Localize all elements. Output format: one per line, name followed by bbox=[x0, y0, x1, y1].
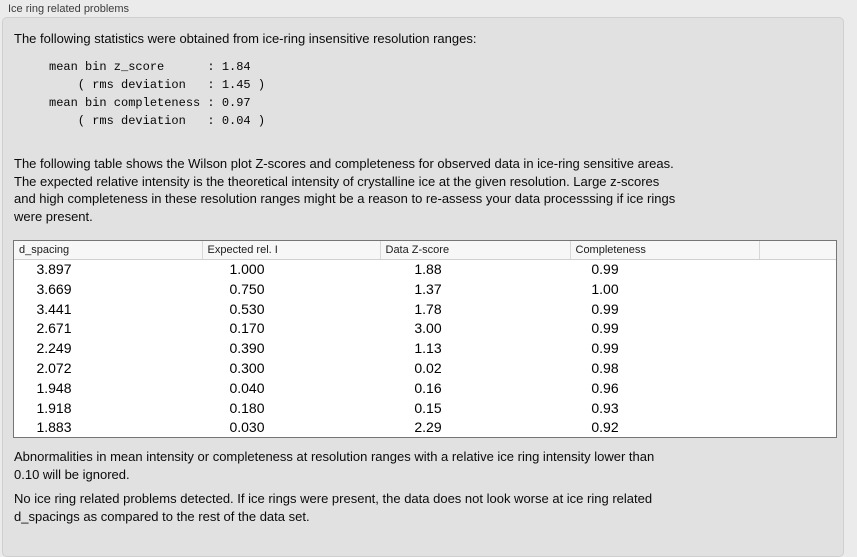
table-cell: 0.040 bbox=[229, 379, 265, 396]
conclusion-text: No ice ring related problems detected. I… bbox=[14, 491, 653, 524]
table-cell: 1.883 bbox=[36, 419, 72, 436]
table-row[interactable]: 3.441 0.530 1.78 0.99 bbox=[14, 300, 836, 320]
table-cell-filler bbox=[759, 300, 836, 320]
table-cell: 0.030 bbox=[229, 419, 265, 436]
table-cell: 1.918 bbox=[36, 399, 72, 416]
table-cell: 3.00 bbox=[414, 320, 442, 337]
ice-ring-groupbox: The following statistics were obtained f… bbox=[2, 17, 844, 557]
table-cell: 2.249 bbox=[36, 340, 72, 357]
table-cell-filler bbox=[759, 359, 836, 379]
table-cell: 0.99 bbox=[591, 261, 619, 277]
table-cell: 1.000 bbox=[229, 261, 265, 277]
table-cell: 0.93 bbox=[591, 399, 619, 416]
ice-ring-table[interactable]: d_spacing Expected rel. I Data Z-score Comp… bbox=[13, 240, 837, 438]
column-header-expected-rel-i[interactable]: Expected rel. I bbox=[201, 241, 380, 260]
table-cell: 0.15 bbox=[414, 399, 442, 416]
table-cell-filler bbox=[759, 379, 836, 399]
table-cell: 0.16 bbox=[414, 379, 442, 396]
table-cell: 0.99 bbox=[591, 300, 619, 317]
ice-ring-panel: { "panel": { "title": "Ice ring related … bbox=[2, 3, 844, 557]
table-cell: 0.750 bbox=[229, 280, 265, 297]
table-description: The following table shows the Wilson plo… bbox=[14, 156, 676, 224]
table-cell: 0.180 bbox=[229, 399, 265, 416]
table-cell: 0.170 bbox=[229, 320, 265, 337]
table-cell: 0.390 bbox=[229, 340, 265, 357]
stats-block: mean bin z_score : 1.84 ( rms deviation … bbox=[49, 60, 266, 128]
table-row[interactable]: 1.918 0.180 0.15 0.93 bbox=[14, 399, 836, 419]
table-cell: 2.29 bbox=[414, 419, 442, 436]
intro-text: The following statistics were obtained f… bbox=[14, 31, 477, 46]
table-row[interactable]: 1.883 0.030 2.29 0.92 bbox=[14, 418, 836, 437]
table-cell: 1.88 bbox=[414, 261, 442, 277]
table-cell-filler bbox=[759, 418, 836, 437]
table-cell: 0.300 bbox=[229, 359, 265, 376]
table-cell: 2.671 bbox=[36, 320, 72, 337]
table-cell: 0.98 bbox=[591, 359, 619, 376]
table-cell: 0.99 bbox=[591, 320, 619, 337]
table-cell: 0.99 bbox=[591, 340, 619, 357]
table-cell: 1.37 bbox=[414, 280, 442, 297]
table-cell: 1.78 bbox=[414, 300, 442, 317]
column-header-data-z-score[interactable]: Data Z-score bbox=[379, 241, 570, 260]
column-header-filler bbox=[758, 241, 836, 260]
table-cell: 3.897 bbox=[36, 261, 72, 277]
column-header-d-spacing[interactable]: d_spacing bbox=[14, 241, 202, 260]
column-header-completeness[interactable]: Completeness bbox=[569, 241, 759, 260]
table-cell: 1.00 bbox=[591, 280, 619, 297]
table-row[interactable]: 2.072 0.300 0.02 0.98 bbox=[14, 359, 836, 379]
panel-title: Ice ring related problems bbox=[8, 3, 130, 15]
table-row[interactable]: 2.249 0.390 1.13 0.99 bbox=[14, 339, 836, 359]
table-row[interactable]: 1.948 0.040 0.16 0.96 bbox=[14, 379, 836, 399]
table-cell-filler bbox=[759, 260, 836, 280]
table-row[interactable]: 2.671 0.170 3.00 0.99 bbox=[14, 319, 836, 339]
table-cell: 1.13 bbox=[414, 340, 442, 357]
table-cell-filler bbox=[759, 319, 836, 339]
table-cell: 0.530 bbox=[229, 300, 265, 317]
table-cell: 0.96 bbox=[591, 379, 619, 396]
table-row[interactable]: 3.897 1.000 1.88 0.99 bbox=[14, 260, 836, 280]
table-row[interactable]: 3.669 0.750 1.37 1.00 bbox=[14, 280, 836, 300]
table-cell: 2.072 bbox=[36, 359, 72, 376]
table-cell-filler bbox=[759, 399, 836, 419]
table-cell-filler bbox=[759, 339, 836, 359]
table-header-row: d_spacing Expected rel. I Data Z-score Comp… bbox=[14, 241, 836, 260]
table-cell: 0.02 bbox=[414, 359, 442, 376]
table-cell: 1.948 bbox=[36, 379, 72, 396]
ignore-note: Abnormalities in mean intensity or compl… bbox=[14, 449, 655, 482]
table-cell-filler bbox=[759, 280, 836, 300]
table-cell: 0.92 bbox=[591, 419, 619, 436]
table-cell: 3.441 bbox=[36, 300, 72, 317]
table-cell: 3.669 bbox=[36, 280, 72, 297]
